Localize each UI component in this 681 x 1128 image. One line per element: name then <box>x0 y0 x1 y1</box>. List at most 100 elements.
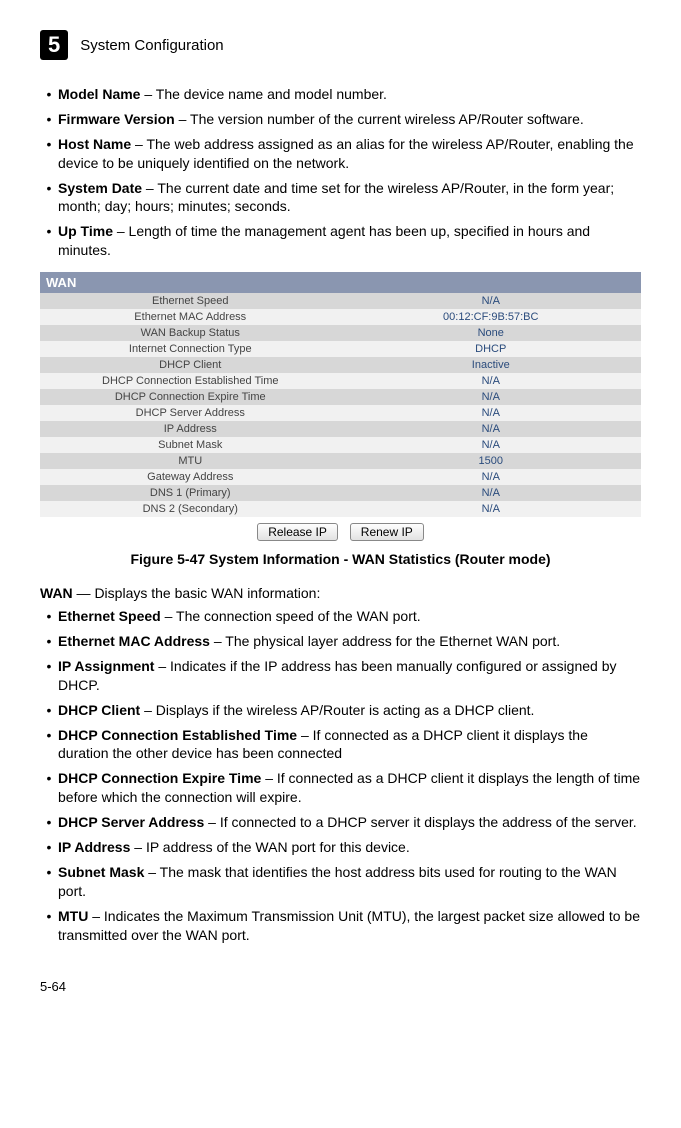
bullet-desc: – Length of time the management agent ha… <box>58 223 590 258</box>
bullet-term: IP Address <box>58 839 130 855</box>
wan-intro-desc: — Displays the basic WAN information: <box>73 585 321 601</box>
bullet-desc: – Indicates the Maximum Transmission Uni… <box>58 908 640 943</box>
bullet-icon: • <box>40 907 58 945</box>
bullet-icon: • <box>40 222 58 260</box>
wan-row-value: 00:12:CF:9B:57:BC <box>341 309 642 325</box>
bullet-desc: – If connected to a DHCP server it displ… <box>204 814 636 830</box>
bullet-icon: • <box>40 813 58 832</box>
wan-row-value: N/A <box>341 421 642 437</box>
wan-row-label: DNS 1 (Primary) <box>40 485 341 501</box>
wan-table: Ethernet SpeedN/AEthernet MAC Address00:… <box>40 293 641 517</box>
wan-heading: WAN <box>40 272 641 293</box>
table-row: Ethernet SpeedN/A <box>40 293 641 309</box>
wan-intro-line: WAN — Displays the basic WAN information… <box>40 585 641 601</box>
wan-row-value: Inactive <box>341 357 642 373</box>
table-row: DHCP Connection Expire TimeN/A <box>40 389 641 405</box>
bullet-text: Host Name – The web address assigned as … <box>58 135 641 173</box>
list-item: •DHCP Connection Established Time – If c… <box>40 726 641 764</box>
wan-row-value: N/A <box>341 469 642 485</box>
table-row: IP AddressN/A <box>40 421 641 437</box>
list-item: •Model Name – The device name and model … <box>40 85 641 104</box>
wan-row-label: Gateway Address <box>40 469 341 485</box>
bullet-text: Ethernet MAC Address – The physical laye… <box>58 632 641 651</box>
bullet-text: DHCP Connection Expire Time – If connect… <box>58 769 641 807</box>
wan-row-label: DHCP Client <box>40 357 341 373</box>
bullet-desc: – The current date and time set for the … <box>58 180 614 215</box>
wan-row-label: DHCP Connection Established Time <box>40 373 341 389</box>
table-row: DNS 1 (Primary)N/A <box>40 485 641 501</box>
bullet-term: MTU <box>58 908 88 924</box>
bullet-icon: • <box>40 838 58 857</box>
figure-caption: Figure 5-47 System Information - WAN Sta… <box>40 551 641 567</box>
wan-row-label: Ethernet Speed <box>40 293 341 309</box>
table-row: Subnet MaskN/A <box>40 437 641 453</box>
bullet-icon: • <box>40 632 58 651</box>
bullet-desc: – Displays if the wireless AP/Router is … <box>140 702 534 718</box>
list-item: •Host Name – The web address assigned as… <box>40 135 641 173</box>
bullet-icon: • <box>40 607 58 626</box>
bullet-term: DHCP Server Address <box>58 814 204 830</box>
bullet-text: DHCP Connection Established Time – If co… <box>58 726 641 764</box>
bullet-text: DHCP Server Address – If connected to a … <box>58 813 641 832</box>
table-row: Gateway AddressN/A <box>40 469 641 485</box>
wan-row-value: N/A <box>341 405 642 421</box>
bullet-desc: – The connection speed of the WAN port. <box>161 608 421 624</box>
wan-section: WAN Ethernet SpeedN/AEthernet MAC Addres… <box>40 272 641 541</box>
chapter-number: 5 <box>40 30 68 60</box>
bullet-desc: – The version number of the current wire… <box>175 111 584 127</box>
wan-row-value: 1500 <box>341 453 642 469</box>
wan-row-value: N/A <box>341 293 642 309</box>
wan-row-label: DHCP Server Address <box>40 405 341 421</box>
wan-row-label: Ethernet MAC Address <box>40 309 341 325</box>
wan-row-label: WAN Backup Status <box>40 325 341 341</box>
bullet-term: System Date <box>58 180 142 196</box>
list-item: •DHCP Client – Displays if the wireless … <box>40 701 641 720</box>
bullet-icon: • <box>40 179 58 217</box>
list-item: •Up Time – Length of time the management… <box>40 222 641 260</box>
wan-button-row: Release IP Renew IP <box>40 523 641 541</box>
list-item: •Subnet Mask – The mask that identifies … <box>40 863 641 901</box>
list-item: •Ethernet Speed – The connection speed o… <box>40 607 641 626</box>
bullet-text: System Date – The current date and time … <box>58 179 641 217</box>
wan-row-value: N/A <box>341 485 642 501</box>
table-row: DHCP Connection Established TimeN/A <box>40 373 641 389</box>
bullet-text: Subnet Mask – The mask that identifies t… <box>58 863 641 901</box>
bullet-text: DHCP Client – Displays if the wireless A… <box>58 701 641 720</box>
wan-intro-term: WAN <box>40 585 73 601</box>
bottom-bullet-list: •Ethernet Speed – The connection speed o… <box>40 607 641 944</box>
bullet-term: Ethernet Speed <box>58 608 161 624</box>
bullet-text: Ethernet Speed – The connection speed of… <box>58 607 641 626</box>
bullet-icon: • <box>40 863 58 901</box>
bullet-icon: • <box>40 726 58 764</box>
bullet-term: IP Assignment <box>58 658 154 674</box>
list-item: •DHCP Connection Expire Time – If connec… <box>40 769 641 807</box>
wan-row-value: N/A <box>341 373 642 389</box>
bullet-term: Ethernet MAC Address <box>58 633 210 649</box>
bullet-desc: – The device name and model number. <box>140 86 386 102</box>
renew-ip-button[interactable]: Renew IP <box>350 523 424 541</box>
list-item: •System Date – The current date and time… <box>40 179 641 217</box>
chapter-title: System Configuration <box>80 37 223 54</box>
bullet-term: Subnet Mask <box>58 864 144 880</box>
table-row: Ethernet MAC Address00:12:CF:9B:57:BC <box>40 309 641 325</box>
bullet-icon: • <box>40 135 58 173</box>
wan-row-label: DNS 2 (Secondary) <box>40 501 341 517</box>
wan-row-label: Internet Connection Type <box>40 341 341 357</box>
bullet-text: MTU – Indicates the Maximum Transmission… <box>58 907 641 945</box>
wan-row-value: None <box>341 325 642 341</box>
wan-row-label: DHCP Connection Expire Time <box>40 389 341 405</box>
wan-row-label: Subnet Mask <box>40 437 341 453</box>
wan-row-label: MTU <box>40 453 341 469</box>
wan-row-value: N/A <box>341 437 642 453</box>
bullet-term: Up Time <box>58 223 113 239</box>
bullet-icon: • <box>40 701 58 720</box>
release-ip-button[interactable]: Release IP <box>257 523 338 541</box>
bullet-text: IP Assignment – Indicates if the IP addr… <box>58 657 641 695</box>
bullet-text: Up Time – Length of time the management … <box>58 222 641 260</box>
bullet-text: Model Name – The device name and model n… <box>58 85 641 104</box>
bullet-desc: – The web address assigned as an alias f… <box>58 136 634 171</box>
wan-row-value: N/A <box>341 389 642 405</box>
table-row: DHCP ClientInactive <box>40 357 641 373</box>
list-item: •Firmware Version – The version number o… <box>40 110 641 129</box>
list-item: •IP Assignment – Indicates if the IP add… <box>40 657 641 695</box>
